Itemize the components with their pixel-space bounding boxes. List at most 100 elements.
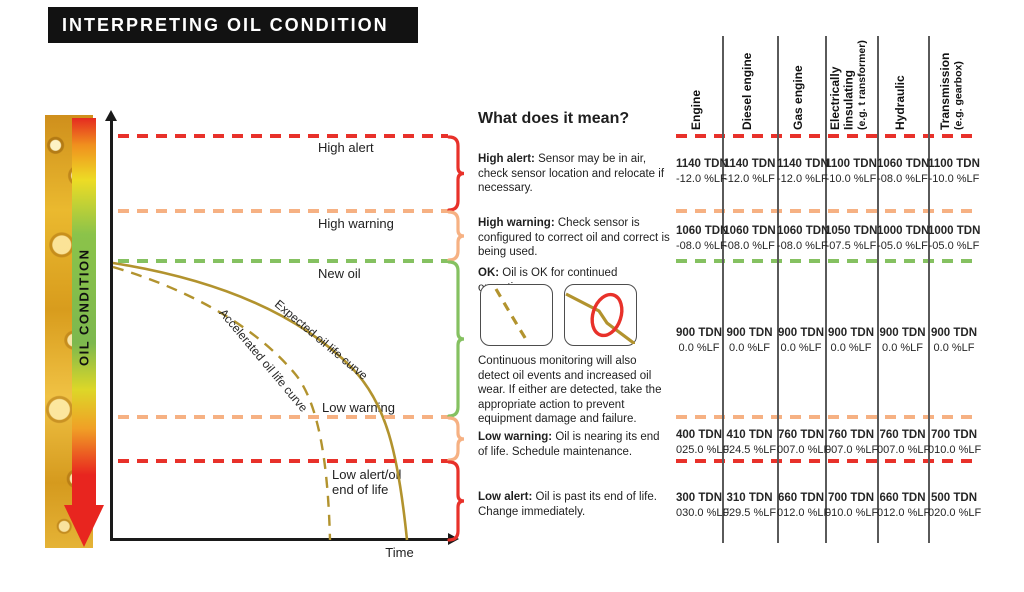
tdn-value: 1100 TDN [928, 158, 980, 170]
table-cell: 900 TDN 0.0 %LF [777, 326, 825, 355]
y-axis [110, 120, 113, 541]
table-cell: 1000 TDN -05.0 %LF [928, 224, 980, 253]
table-cell: 1060 TDN -08.0 %LF [777, 224, 829, 253]
tdn-value: 400 TDN [676, 429, 723, 441]
lf-value: -05.0 %LF [928, 240, 980, 252]
oil-event-detection-icon [564, 284, 637, 346]
lf-value: 0.0 %LF [830, 342, 872, 354]
y-axis-arrow-icon [105, 110, 117, 121]
column-header-line: Iinsulating [841, 70, 856, 130]
table-row-low-alert: 300 TDN 030.0 %LF 310 TDN 029.5 %LF 660 … [676, 491, 982, 520]
lf-value: 024.5 %LF [722, 444, 777, 456]
lf-value: -12.0 %LF [777, 173, 828, 185]
table-cell: 660 TDN 012.0 %LF [777, 491, 831, 520]
column-header-line: Hydraulic [892, 75, 907, 130]
tdn-value: 1140 TDN [777, 158, 829, 170]
lf-value: 012.0 %LF [877, 507, 931, 519]
oil-condition-strip: OIL CONDITION [45, 115, 104, 548]
tdn-value: 900 TDN [930, 327, 978, 339]
threshold-label-new-oil: New oil [318, 266, 361, 281]
table-cell: 300 TDN 030.0 %LF [676, 491, 729, 520]
tdn-value: 1060 TDN [676, 225, 729, 237]
lf-value: 0.0 %LF [729, 342, 770, 354]
x-axis-arrow-icon [448, 533, 459, 545]
tdn-value: 1060 TDN [877, 158, 930, 170]
tdn-value: 500 TDN [930, 492, 978, 504]
oil-condition-label: OIL CONDITION [76, 248, 92, 367]
table-column-separator [777, 36, 779, 543]
explanation-low-alert: Low alert: Oil is past its end of life. … [478, 490, 670, 519]
column-header-line: (e.g. gearbox) [952, 61, 964, 130]
column-header-2: Gas engine [791, 36, 810, 130]
lf-value: 029.5 %LF [722, 507, 777, 519]
threshold-line-new-oil-chart [118, 259, 448, 263]
threshold-line-low-alert-chart [118, 459, 448, 463]
x-axis-label: Time [385, 545, 414, 560]
table-cell: 1100 TDN -10.0 %LF [825, 157, 877, 186]
explanation-term: High warning: [478, 217, 555, 229]
table-cell: 760 TDN 007.0 %LF [825, 428, 879, 457]
column-header-3: Electrically Iinsulating (e.g. t ransforme… [827, 36, 874, 130]
explanation-low-warning: Low warning: Oil is nearing its end of l… [478, 430, 670, 459]
explanation-monitoring: Continuous monitoring will also detect o… [478, 354, 666, 427]
lf-value: 020.0 %LF [928, 507, 982, 519]
table-cell: 760 TDN 007.0 %LF [777, 428, 830, 457]
lf-value: 025.0 %LF [676, 444, 730, 456]
tdn-value: 1050 TDN [825, 225, 878, 237]
explanation-text: Oil is nearing its end of life. Schedule… [478, 431, 660, 458]
table-cell: 900 TDN 0.0 %LF [676, 326, 722, 355]
lf-value: 007.0 %LF [825, 444, 879, 456]
threshold-line-high-alert-chart [118, 134, 448, 138]
tdn-value: 1060 TDN [723, 225, 776, 237]
oil-condition-gradient-arrow [72, 118, 96, 506]
lf-value: -10.0 %LF [825, 173, 877, 185]
explanation-term: Low alert: [478, 491, 533, 503]
tdn-value: 700 TDN [930, 429, 978, 441]
tdn-value: 1100 TDN [825, 158, 877, 170]
explanation-text: Continuous monitoring will also detect o… [478, 355, 662, 425]
oil-wear-trend-icon [480, 284, 553, 346]
threshold-line-high-warning-chart [118, 209, 448, 213]
tdn-value: 410 TDN [726, 429, 773, 441]
table-cell: 1140 TDN -12.0 %LF [676, 157, 728, 186]
table-row-ok: 900 TDN 0.0 %LF 900 TDN 0.0 %LF 900 TDN … [676, 326, 980, 355]
lf-value: -07.5 %LF [825, 240, 877, 252]
lf-value: -05.0 %LF [877, 240, 928, 252]
explanation-term: OK: [478, 267, 500, 279]
lf-value: -12.0 %LF [724, 173, 775, 185]
table-cell: 700 TDN 010.0 %LF [825, 491, 878, 520]
table-row-low-warning: 400 TDN 025.0 %LF 410 TDN 024.5 %LF 760 … [676, 428, 981, 457]
zone-brace-low-alert [447, 460, 465, 542]
x-axis [110, 538, 448, 541]
tdn-value: 900 TDN [676, 327, 723, 339]
tdn-value: 1140 TDN [723, 158, 776, 170]
table-cell: 900 TDN 0.0 %LF [877, 326, 928, 355]
column-header-1: Diesel engine [740, 36, 759, 130]
explanation-high-warning: High warning: Check sensor is configured… [478, 216, 670, 260]
lf-value: -08.0 %LF [877, 173, 928, 185]
column-header-line: Gas engine [791, 65, 806, 130]
table-cell: 1000 TDN -05.0 %LF [877, 224, 929, 253]
table-cell: 310 TDN 029.5 %LF [722, 491, 777, 520]
table-column-separator [825, 36, 827, 543]
explanations-heading: What does it mean? [478, 110, 630, 127]
table-cell: 900 TDN 0.0 %LF [928, 326, 980, 355]
column-header-4: Hydraulic [892, 36, 912, 130]
table-cell: 1140 TDN -12.0 %LF [722, 157, 777, 186]
tdn-value: 700 TDN [827, 492, 875, 504]
tdn-value: 300 TDN [676, 492, 723, 504]
lf-value: -12.0 %LF [676, 173, 727, 185]
oil-condition-arrowhead-icon [64, 505, 104, 547]
table-column-separator [877, 36, 879, 543]
lf-value: 012.0 %LF [777, 507, 831, 519]
explanation-text: Check sensor is configured to correct oi… [478, 217, 670, 258]
tdn-value: 660 TDN [777, 492, 825, 504]
lf-value: -08.0 %LF [724, 240, 775, 252]
column-header-line: Electrically [827, 66, 842, 130]
tdn-value: 900 TDN [777, 327, 825, 339]
table-cell: 700 TDN 010.0 %LF [928, 428, 981, 457]
explanation-term: High alert: [478, 153, 535, 165]
table-cell: 400 TDN 025.0 %LF [676, 428, 730, 457]
explanation-term: Low warning: [478, 431, 553, 443]
table-cell: 1060 TDN -08.0 %LF [722, 224, 777, 253]
